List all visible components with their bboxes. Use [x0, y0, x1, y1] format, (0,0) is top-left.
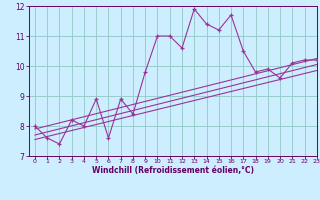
X-axis label: Windchill (Refroidissement éolien,°C): Windchill (Refroidissement éolien,°C) [92, 166, 254, 175]
